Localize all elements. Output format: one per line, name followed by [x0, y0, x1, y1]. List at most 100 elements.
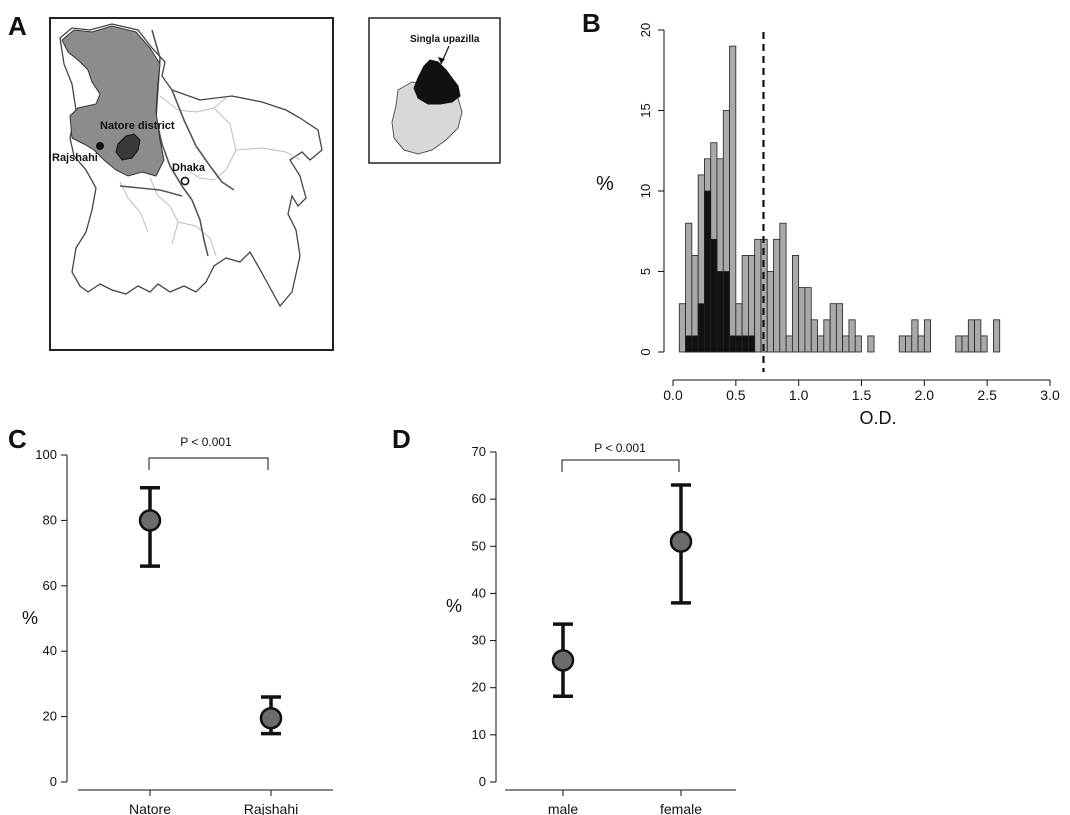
- hist-bar-all: [993, 319, 1001, 353]
- c-y-label: %: [22, 608, 38, 628]
- x-tick-label: female: [660, 801, 702, 815]
- hist-bar-all: [835, 303, 844, 353]
- inset-pointer-arrow: [438, 57, 445, 64]
- natore-label: Natore district: [100, 120, 175, 132]
- panel-label-b: B: [582, 8, 601, 38]
- y-tick-label: 50: [472, 538, 486, 553]
- hist-x-tick-label: 1.0: [789, 387, 809, 403]
- hist-bar-all: [974, 319, 982, 353]
- hist-bar-all: [729, 45, 737, 353]
- hist-x-tick-label: 0.5: [726, 387, 746, 403]
- dhaka-label: Dhaka: [172, 162, 206, 174]
- y-tick-label: 20: [472, 680, 486, 695]
- hist-bar-all: [773, 238, 781, 353]
- hist-bar-all: [829, 303, 837, 353]
- y-tick-label: 10: [472, 727, 486, 742]
- inset-singla-upazilla: [413, 59, 461, 105]
- male-female-chart: % P < 0.001 0 10 20 30 40 50 60 70 male female: [446, 441, 736, 815]
- hist-bar-all: [766, 271, 774, 353]
- data-point: [551, 649, 575, 672]
- hist-x-tick-label: 0.0: [663, 387, 683, 403]
- hist-bar-all: [798, 287, 806, 353]
- d-significance-bracket: [561, 459, 680, 472]
- hist-bar-all: [961, 335, 969, 353]
- c-significance-bracket: [148, 457, 269, 470]
- hist-bar-subset: [722, 271, 730, 353]
- y-tick-label: 40: [472, 585, 486, 600]
- hist-bar-all: [923, 319, 932, 353]
- hist-bar-all: [810, 319, 818, 353]
- hist-x-tick-label: 1.5: [852, 387, 872, 403]
- hist-bar-all: [854, 335, 862, 353]
- hist-bar-subset: [685, 335, 693, 353]
- x-tick-label: Natore: [129, 801, 171, 815]
- division-borders: [119, 95, 301, 257]
- dhaka-marker: [180, 176, 190, 186]
- hist-bar-all: [917, 335, 925, 353]
- panel-label-a: A: [8, 11, 27, 41]
- hist-bar-subset: [716, 271, 724, 353]
- y-tick-label: 70: [472, 444, 486, 459]
- hist-bar-subset: [735, 335, 743, 353]
- y-tick-label: 40: [43, 643, 57, 658]
- hist-x-tick-label: 3.0: [1040, 387, 1060, 403]
- hist-bar-all: [785, 335, 793, 353]
- singla-label: Singla upazilla: [410, 34, 480, 45]
- hist-bar-all: [955, 335, 963, 353]
- hist-bar-all: [779, 222, 787, 353]
- hist-y-tick-label: 10: [638, 184, 653, 198]
- natore-rajshahi-chart: % P < 0.001 0 20 40 60 80 100 Natore Rajshahi: [22, 435, 333, 815]
- d-y-label: %: [446, 596, 462, 616]
- data-point: [259, 706, 283, 730]
- y-tick-label: 20: [43, 709, 57, 724]
- y-tick-label: 100: [35, 447, 57, 462]
- hist-x-tick-label: 2.0: [915, 387, 935, 403]
- y-tick-label: 0: [479, 774, 486, 789]
- panel-label-c: C: [8, 424, 27, 454]
- hist-bar-subset: [691, 335, 699, 353]
- hist-bar-all: [791, 254, 800, 353]
- hist-bar-all: [967, 319, 975, 353]
- x-tick-label: Rajshahi: [244, 801, 298, 815]
- hist-y-tick-label: 0: [638, 348, 653, 355]
- hist-x-label: O.D.: [859, 408, 896, 428]
- hist-y-label: %: [596, 173, 614, 195]
- hist-bar-subset: [748, 335, 756, 353]
- hist-bar-all: [823, 319, 831, 353]
- panel-label-d: D: [392, 424, 411, 454]
- data-point: [138, 509, 162, 532]
- hist-bar-subset: [704, 190, 712, 353]
- hist-bar-all: [754, 238, 762, 353]
- y-tick-label: 0: [50, 774, 57, 789]
- hist-bar-all: [867, 335, 875, 353]
- natore-district: [115, 133, 141, 161]
- histogram-panel: 0 5 10 15 20 0.0 0.5 1.0 1.5 2.0 2.5 3.0 % O.D.: [596, 23, 1060, 428]
- rajshahi-label: Rajshahi: [52, 152, 98, 164]
- hist-y-tick-label: 15: [638, 103, 653, 117]
- hist-bar-all: [905, 335, 913, 353]
- hist-bar-all: [804, 287, 812, 353]
- hist-bar-all: [848, 319, 856, 353]
- hist-bar-all: [842, 335, 850, 353]
- hist-y-tick-label: 5: [638, 268, 653, 275]
- hist-y-tick-label: 20: [638, 23, 653, 37]
- hist-bar-subset: [710, 238, 718, 353]
- hist-bar-all: [980, 335, 988, 353]
- map-panel: Natore district Rajshahi Dhaka Singla up…: [49, 17, 501, 351]
- hist-bar-all: [898, 335, 906, 353]
- x-tick-label: male: [548, 801, 579, 815]
- hist-bar-all: [911, 319, 919, 353]
- hist-x-tick-label: 2.5: [977, 387, 997, 403]
- y-tick-label: 30: [472, 633, 486, 648]
- data-point: [669, 530, 693, 553]
- rajshahi-marker: [96, 142, 104, 150]
- y-tick-label: 80: [43, 512, 57, 527]
- hist-bar-all: [685, 222, 693, 353]
- c-p-value: P < 0.001: [180, 435, 232, 449]
- d-p-value: P < 0.001: [594, 441, 646, 455]
- hist-bar-all: [678, 303, 686, 353]
- y-tick-label: 60: [472, 491, 486, 506]
- hist-bar-subset: [697, 303, 705, 353]
- hist-bar-all: [817, 335, 825, 353]
